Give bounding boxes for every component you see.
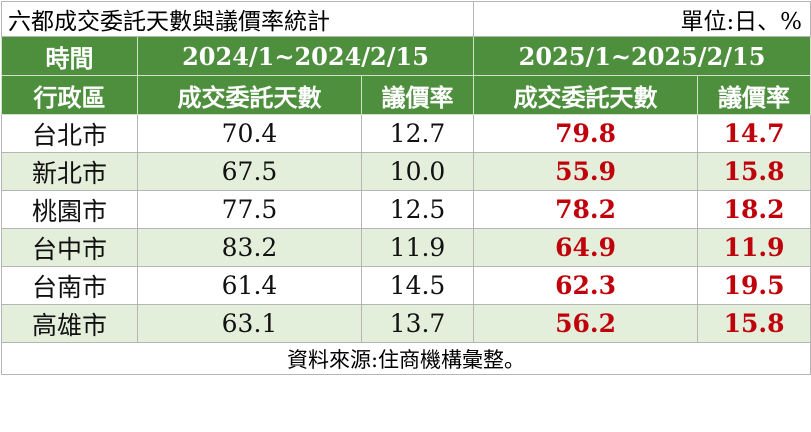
rate-2025-cell: 15.8 [697,304,811,343]
days-2024-cell: 67.5 [137,152,362,191]
source-note: 資料來源:住商機構彙整。 [0,342,811,375]
rate-2024-header: 議價率 [360,75,475,115]
days-2025-cell: 78.2 [473,190,699,229]
days-2025-header: 成交委託天數 [473,75,699,115]
rate-2025-cell: 11.9 [697,228,811,267]
statistics-table: 六都成交委託天數與議價率統計 單位:日、% 時間 2024/1~2024/2/1… [0,1,811,375]
district-cell: 桃園市 [1,190,138,229]
table-row: 台中市 83.2 11.9 64.9 11.9 [1,228,811,267]
district-cell: 新北市 [1,152,138,191]
district-header: 行政區 [1,75,138,115]
table-title: 六都成交委託天數與議價率統計 [0,1,475,37]
days-2025-cell: 56.2 [473,304,699,343]
rate-2024-cell: 11.9 [360,228,475,267]
district-cell: 台南市 [1,266,138,305]
district-cell: 台北市 [1,114,138,153]
days-2024-cell: 77.5 [137,190,362,229]
rate-2024-cell: 14.5 [360,266,475,305]
days-2024-cell: 63.1 [137,304,362,343]
rate-2025-cell: 19.5 [697,266,811,305]
table-row: 台北市 70.4 12.7 79.8 14.7 [1,114,811,153]
days-2025-cell: 79.8 [473,114,699,153]
district-cell: 台中市 [1,228,138,267]
rate-2025-cell: 14.7 [697,114,811,153]
period-header-row: 時間 2024/1~2024/2/15 2025/1~2025/2/15 [1,36,811,76]
rate-2025-cell: 15.8 [697,152,811,191]
rate-2024-cell: 13.7 [360,304,475,343]
table-row: 新北市 67.5 10.0 55.9 15.8 [1,152,811,191]
days-2025-cell: 62.3 [473,266,699,305]
rate-2024-cell: 12.7 [360,114,475,153]
rate-2025-header: 議價率 [697,75,811,115]
days-2025-cell: 55.9 [473,152,699,191]
district-cell: 高雄市 [1,304,138,343]
table-row: 高雄市 63.1 13.7 56.2 15.8 [1,304,811,343]
days-2024-cell: 61.4 [137,266,362,305]
table-body: 六都成交委託天數與議價率統計 單位:日、% 時間 2024/1~2024/2/1… [0,1,811,375]
column-header-row: 行政區 成交委託天數 議價率 成交委託天數 議價率 [1,75,811,115]
period-2024-header: 2024/1~2024/2/15 [136,36,475,76]
period-2025-header: 2025/1~2025/2/15 [473,36,811,76]
days-2024-cell: 83.2 [137,228,362,267]
time-header: 時間 [1,36,138,76]
unit-label: 單位:日、% [473,1,811,37]
rate-2025-cell: 18.2 [697,190,811,229]
title-row: 六都成交委託天數與議價率統計 單位:日、% [0,1,811,37]
table-row: 桃園市 77.5 12.5 78.2 18.2 [1,190,811,229]
days-2024-header: 成交委託天數 [137,75,362,115]
days-2024-cell: 70.4 [137,114,362,153]
source-row: 資料來源:住商機構彙整。 [0,342,811,375]
table-row: 台南市 61.4 14.5 62.3 19.5 [1,266,811,305]
rate-2024-cell: 10.0 [360,152,475,191]
days-2025-cell: 64.9 [473,228,699,267]
rate-2024-cell: 12.5 [360,190,475,229]
